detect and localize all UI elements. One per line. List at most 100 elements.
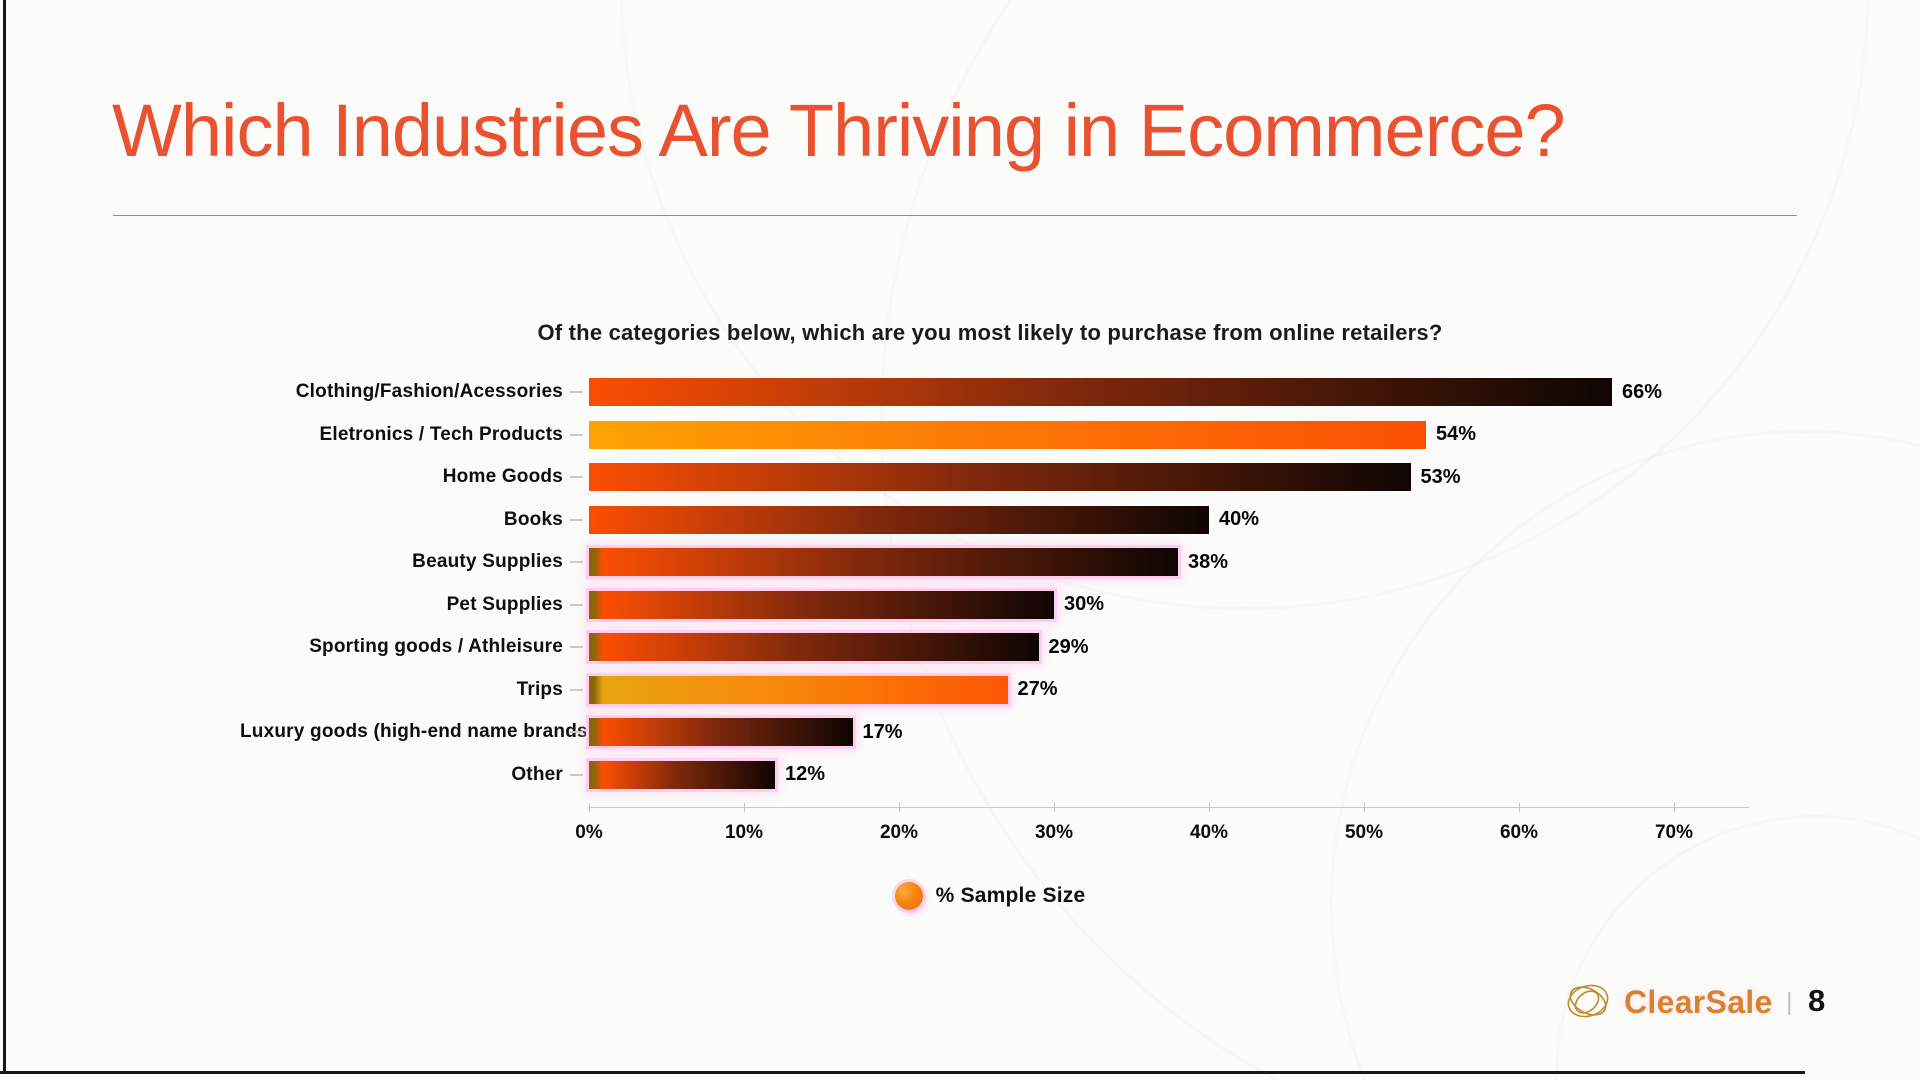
bar-53%	[589, 463, 1411, 492]
category-tick	[563, 476, 589, 479]
bar-row: Other 12%	[240, 754, 1740, 797]
x-axis-tick-label: 40%	[1189, 822, 1229, 843]
bar-12%	[589, 760, 775, 789]
bar-value-label: 54%	[1436, 423, 1477, 446]
x-axis-tick	[744, 803, 745, 812]
bar-29%	[589, 633, 1039, 662]
bar-row: Sporting goods / Athleisure 29%	[240, 626, 1740, 669]
x-axis-tick	[899, 803, 900, 812]
bar-plot-area: 66%	[589, 378, 1674, 407]
bar-row: Home Goods 53%	[240, 456, 1740, 499]
bar-plot-area: 54%	[589, 420, 1674, 449]
category-tick-mark	[569, 476, 583, 479]
legend-label: % Sample Size	[935, 884, 1086, 907]
chart-title: Of the categories below, which are you m…	[537, 320, 1443, 345]
category-label: Clothing/Fashion/Acessories	[295, 381, 563, 403]
bar-plot-area: 53%	[589, 463, 1674, 492]
category-tick-mark	[569, 603, 583, 606]
x-axis-tick-labels: 0% 10% 20% 30% 40% 50% 60% 70%	[575, 822, 1693, 846]
bar-value-label: 53%	[1420, 465, 1461, 488]
x-axis-line	[589, 803, 1749, 812]
category-tick	[563, 773, 589, 776]
footer-divider: |	[1786, 988, 1793, 1016]
bar-plot-area: 30%	[589, 590, 1674, 619]
bar-value-label: 38%	[1188, 550, 1229, 573]
bar-40%	[589, 505, 1209, 534]
category-tick	[563, 518, 589, 521]
bar-row: Trips 27%	[240, 669, 1740, 712]
bar-30%	[589, 590, 1054, 619]
background-circle-decoration	[1555, 815, 1920, 1080]
bar-plot-area: 27%	[589, 675, 1674, 704]
category-tick	[563, 731, 589, 734]
x-axis-tick-label: 50%	[1344, 822, 1384, 843]
category-tick-mark	[569, 561, 583, 564]
x-axis-tick	[589, 803, 590, 812]
bar-value-label: 40%	[1219, 508, 1260, 531]
bar-value-label: 29%	[1048, 635, 1089, 658]
bar-chart: Clothing/Fashion/Acessories 66% Eletronics…	[240, 371, 1740, 796]
clearsale-logo-icon	[1567, 984, 1609, 1018]
bar-38%	[589, 548, 1178, 577]
bar-54%	[589, 420, 1426, 449]
x-axis-tick-label: 70%	[1654, 822, 1694, 843]
category-tick	[563, 433, 589, 436]
category-tick-mark	[569, 773, 583, 776]
bar-value-label: 27%	[1017, 678, 1058, 701]
bar-17%	[589, 718, 853, 747]
x-axis-tick	[1519, 803, 1520, 812]
category-label: Sporting goods / Athleisure	[309, 636, 563, 658]
bar-row: Books 40%	[240, 499, 1740, 542]
category-label: Trips	[516, 678, 563, 700]
bar-value-label: 66%	[1622, 380, 1663, 403]
x-axis-tick	[1209, 803, 1210, 812]
category-tick-mark	[569, 688, 583, 691]
category-label: Home Goods	[442, 466, 563, 488]
category-tick-mark	[569, 731, 583, 734]
category-label: Luxury goods (high-end name brands)	[240, 721, 595, 743]
bar-plot-area: 12%	[589, 760, 1674, 789]
bar-plot-area: 17%	[589, 718, 1674, 747]
category-tick	[563, 646, 589, 649]
category-tick	[563, 688, 589, 691]
bar-27%	[589, 675, 1008, 704]
category-tick-mark	[569, 391, 583, 394]
bar-row: Pet Supplies 30%	[240, 584, 1740, 627]
category-label: Other	[511, 763, 563, 785]
x-axis-tick-label: 10%	[724, 822, 764, 843]
category-label: Beauty Supplies	[412, 551, 563, 573]
slide-title: Which Industries Are Thriving in Ecommer…	[112, 89, 1566, 172]
footer: ClearSale | 8	[1550, 970, 1880, 1040]
bar-row: Clothing/Fashion/Acessories 66%	[240, 371, 1740, 414]
x-axis-tick-label: 60%	[1499, 822, 1539, 843]
x-axis-tick	[1364, 803, 1365, 812]
x-axis-tick-label: 20%	[879, 822, 919, 843]
bar-plot-area: 29%	[589, 633, 1674, 662]
x-axis-tick-label: 0%	[575, 822, 603, 843]
bar-plot-area: 38%	[589, 548, 1674, 577]
category-tick	[563, 391, 589, 394]
category-tick-mark	[569, 646, 583, 649]
category-tick	[563, 561, 589, 564]
page-number: 8	[1808, 983, 1826, 1018]
bar-66%	[589, 378, 1612, 407]
bar-value-label: 30%	[1064, 593, 1105, 616]
x-axis-tick-label: 30%	[1034, 822, 1074, 843]
category-tick	[563, 603, 589, 606]
bar-row: Eletronics / Tech Products 54%	[240, 414, 1740, 457]
x-axis-tick	[1054, 803, 1055, 812]
bar-row: Luxury goods (high-end name brands) 17%	[240, 711, 1740, 754]
legend-marker-sample-size	[894, 882, 923, 910]
category-label: Books	[503, 508, 563, 530]
bar-value-label: 17%	[862, 720, 903, 743]
category-label: Pet Supplies	[446, 593, 563, 615]
bar-value-label: 12%	[785, 763, 826, 786]
bar-row: Beauty Supplies 38%	[240, 541, 1740, 584]
category-tick-mark	[569, 518, 583, 521]
slide-border-left	[3, 0, 6, 1074]
bar-plot-area: 40%	[589, 505, 1674, 534]
category-label: Eletronics / Tech Products	[319, 423, 563, 445]
clearsale-wordmark: ClearSale	[1624, 984, 1773, 1020]
chart-legend: % Sample Size	[240, 882, 1740, 910]
slide-border-bottom	[0, 1071, 1805, 1074]
